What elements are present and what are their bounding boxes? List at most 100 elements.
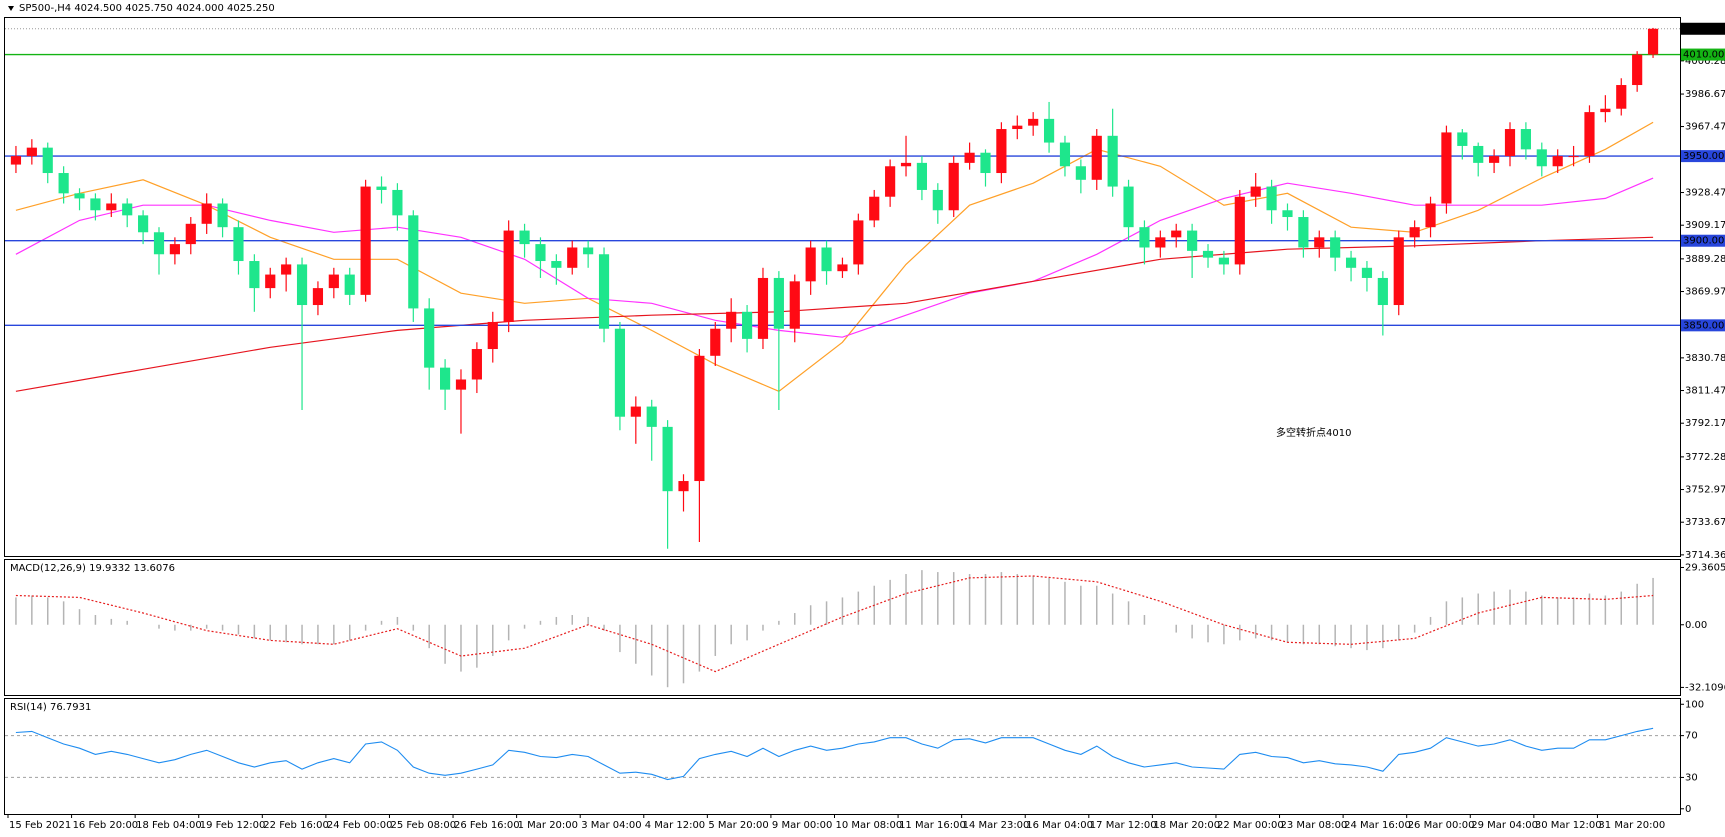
- candle-body: [805, 247, 816, 282]
- candle-body: [1489, 156, 1500, 163]
- candle-body: [1155, 237, 1166, 248]
- candle-body: [598, 254, 610, 329]
- candle-body: [26, 147, 37, 157]
- candle-body: [1107, 135, 1118, 187]
- candle-body: [1473, 145, 1484, 163]
- y-tick-label: 3733.670: [1685, 517, 1725, 528]
- candle-body: [567, 247, 578, 268]
- candle-body: [789, 281, 800, 329]
- candle-body: [1345, 257, 1357, 268]
- x-tick-label: 18 Mar 20:00: [1153, 820, 1220, 831]
- candle-body: [948, 162, 959, 211]
- x-tick-label: 9 Mar 00:00: [772, 820, 832, 831]
- rsi-panel-frame: [4, 698, 1681, 815]
- y-tick-label: 3830.780: [1685, 353, 1725, 364]
- candle-body: [1425, 203, 1436, 228]
- candle-body: [1218, 257, 1229, 265]
- candle-body: [1441, 132, 1452, 204]
- x-tick-label: 11 Mar 16:00: [899, 820, 966, 831]
- macd-signal: [15, 575, 1654, 673]
- candle-body: [1330, 237, 1341, 258]
- y-tick-label: 4006.280: [1685, 56, 1725, 67]
- candle-body: [344, 274, 355, 295]
- y-tick-label: 0.00: [1685, 620, 1707, 631]
- candle-body: [900, 162, 912, 167]
- candle-body: [932, 189, 943, 211]
- rsi-title: RSI(14) 76.7931: [10, 702, 91, 713]
- candle-body: [1298, 217, 1309, 248]
- candle-body: [265, 274, 276, 289]
- candle-body: [869, 196, 880, 221]
- y-tick-label: 3792.170: [1685, 418, 1725, 429]
- candle-body: [201, 203, 212, 224]
- level-label-box: [1681, 48, 1725, 61]
- candle-body: [169, 244, 180, 255]
- x-tick-label: 23 Mar 08:00: [1281, 820, 1348, 831]
- candle-body: [1600, 108, 1611, 113]
- candle-body: [726, 311, 737, 329]
- candle-body: [1457, 132, 1468, 146]
- candle-body: [964, 152, 975, 163]
- candle-body: [440, 367, 451, 390]
- x-tick-label: 18 Feb 04:00: [136, 820, 202, 831]
- candle-body: [360, 186, 371, 295]
- candle-body: [153, 232, 165, 255]
- candle-body: [1552, 156, 1563, 167]
- x-tick-label: 10 Mar 08:00: [836, 820, 903, 831]
- candle-body: [1520, 129, 1531, 150]
- candle-body: [583, 247, 594, 255]
- candle-body: [1091, 135, 1102, 180]
- level-label: 4025.250: [1683, 24, 1725, 35]
- x-tick-label: 30 Mar 12:00: [1535, 820, 1602, 831]
- candle-body: [10, 156, 22, 165]
- level-label: 3850.000: [1683, 320, 1725, 331]
- y-tick-label: 100: [1685, 699, 1704, 710]
- candle-body: [249, 261, 260, 289]
- x-tick-label: 31 Mar 20:00: [1598, 820, 1665, 831]
- x-tick-label: 24 Feb 00:00: [327, 820, 393, 831]
- x-tick-label: 17 Mar 12:00: [1090, 820, 1157, 831]
- y-tick-label: 30: [1685, 772, 1698, 783]
- candle-body: [1266, 186, 1277, 211]
- candle-body: [694, 355, 705, 482]
- candle-body: [1377, 277, 1388, 306]
- y-tick-label: 3967.470: [1685, 122, 1725, 133]
- y-tick-label: 3869.975: [1685, 287, 1725, 298]
- candle-body: [1361, 267, 1373, 278]
- candle-body: [1393, 237, 1404, 306]
- candle-body: [1028, 118, 1039, 126]
- candle-body: [1234, 196, 1245, 265]
- y-tick-label: 3811.475: [1685, 386, 1725, 397]
- candle-body: [1536, 149, 1547, 167]
- candle-body: [312, 288, 324, 306]
- candle-body: [1187, 230, 1198, 251]
- candle-body: [376, 186, 387, 190]
- candle-body: [646, 406, 657, 427]
- x-tick-label: 19 Feb 12:00: [200, 820, 266, 831]
- candle-body: [90, 198, 101, 211]
- y-tick-label: 3928.475: [1685, 188, 1725, 199]
- candle-body: [1314, 237, 1325, 248]
- candle-body: [1504, 129, 1516, 157]
- moving-average: [15, 236, 1654, 392]
- x-tick-label: 22 Feb 16:00: [263, 820, 329, 831]
- candle-body: [217, 203, 228, 228]
- y-tick-label: 3986.670: [1685, 89, 1725, 100]
- x-tick-label: 3 Mar 04:00: [581, 820, 641, 831]
- candle-body: [233, 227, 244, 262]
- candle-body: [503, 230, 514, 322]
- candle-body: [138, 215, 149, 233]
- x-tick-label: 4 Mar 12:00: [645, 820, 705, 831]
- moving-average: [15, 177, 1654, 338]
- annotation: 多空转折点4010: [1276, 426, 1351, 439]
- candle-body: [1616, 85, 1627, 109]
- candle-body: [1123, 186, 1134, 228]
- y-tick-label: 70: [1685, 731, 1698, 742]
- candle-body: [980, 152, 991, 174]
- candle-body: [1043, 118, 1055, 143]
- candle-body: [757, 277, 769, 339]
- x-tick-label: 14 Mar 23:00: [963, 820, 1030, 831]
- x-tick-label: 29 Mar 04:00: [1471, 820, 1538, 831]
